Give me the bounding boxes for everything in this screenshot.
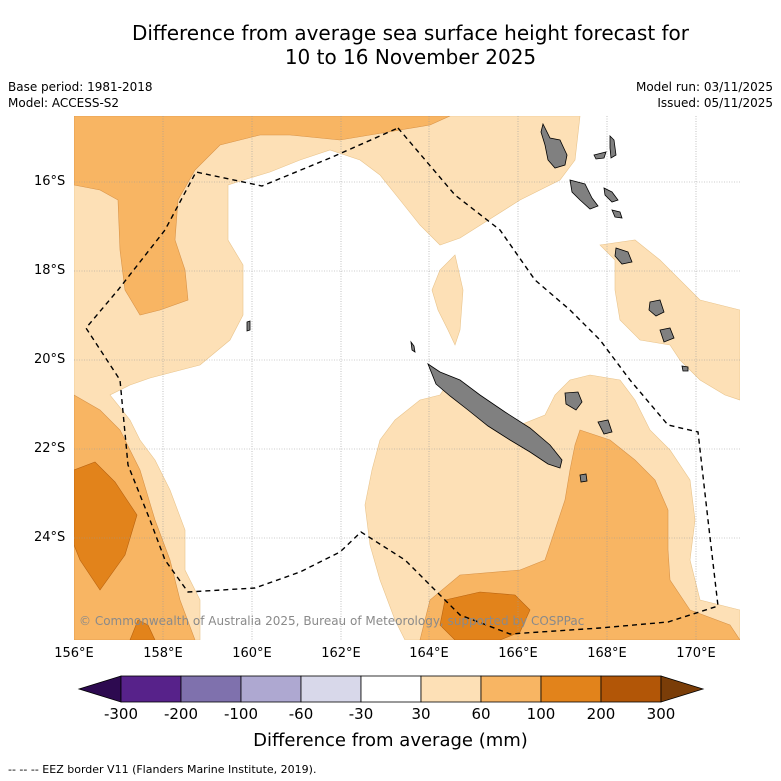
vanuatu-pentecost <box>603 187 619 203</box>
colorbar-tick: -60 <box>288 705 314 723</box>
lon-label-160e: 160°E <box>232 646 272 661</box>
base-period: Base period: 1981-2018 <box>8 80 153 94</box>
lon-label-162e: 162°E <box>321 646 361 661</box>
small-island <box>246 320 251 332</box>
map-area <box>74 116 740 640</box>
lon-label-156e: 156°E <box>54 646 94 661</box>
colorbar-tick: -200 <box>163 705 199 723</box>
eez-border <box>85 127 719 635</box>
colorbar <box>77 675 705 703</box>
vanuatu-aneityum <box>681 365 689 372</box>
lat-label-16s: 16°S <box>34 174 66 189</box>
colorbar-segment-5 <box>360 675 422 703</box>
colorbar-tick: 200 <box>586 705 616 723</box>
lat-label-24s: 24°S <box>34 530 66 545</box>
vanuatu-espiritu-santo <box>540 122 568 169</box>
vanuatu-malekula <box>569 179 599 210</box>
lon-label-158e: 158°E <box>143 646 183 661</box>
colorbar-tick: -30 <box>348 705 374 723</box>
anomaly-band-100-200-corner <box>129 619 156 640</box>
isle-of-pines <box>579 473 588 483</box>
lon-label-168e: 168°E <box>587 646 627 661</box>
colorbar-segment-2 <box>180 675 242 703</box>
model-name: Model: ACCESS-S2 <box>8 96 120 110</box>
map-title-line-1: Difference from average sea surface heig… <box>131 21 690 45</box>
anomaly-band-30-60 <box>74 116 581 640</box>
gridlines <box>74 116 740 640</box>
colorbar-tick: 30 <box>411 705 431 723</box>
model-run-date: Model run: 03/11/2025 <box>635 80 773 94</box>
colorbar-tick: 60 <box>471 705 491 723</box>
loyalty-island-2 <box>597 419 613 435</box>
vanuatu-north-island <box>609 135 617 159</box>
colorbar-extend-low <box>77 675 122 703</box>
colorbar-segment-8 <box>540 675 602 703</box>
lon-label-166e: 166°E <box>498 646 538 661</box>
colorbar-segment-6 <box>420 675 482 703</box>
lat-label-22s: 22°S <box>34 441 66 456</box>
eez-legend-footnote: -- -- -- EEZ border V11 (Flanders Marine… <box>8 763 317 776</box>
colorbar-extend-high <box>660 675 705 703</box>
colorbar-segment-1 <box>120 675 182 703</box>
vanuatu-epi <box>611 209 623 219</box>
colorbar-tick: -300 <box>103 705 139 723</box>
anomaly-band-30-60-center <box>431 254 464 346</box>
colorbar-tick: -100 <box>223 705 259 723</box>
anomaly-band-100-200-west <box>74 461 138 591</box>
anomaly-band-60-100-north <box>74 116 451 316</box>
metadata-left: Base period: 1981-2018 Model: ACCESS-S2 <box>8 79 153 111</box>
lon-label-164e: 164°E <box>409 646 449 661</box>
colorbar-segment-7 <box>480 675 542 703</box>
colorbar-segment-3 <box>240 675 302 703</box>
new-caledonia-island <box>427 362 563 469</box>
lat-label-18s: 18°S <box>34 263 66 278</box>
anomaly-band-100-200-south <box>439 591 531 640</box>
vanuatu-erromango <box>659 327 675 343</box>
land-masses <box>246 122 689 483</box>
issued-date: Issued: 05/11/2025 <box>657 96 773 110</box>
vanuatu-tanna <box>648 299 665 317</box>
vanuatu-efate <box>614 247 633 265</box>
colorbar-tick: 100 <box>526 705 556 723</box>
map-title-line-2: 10 to 16 November 2025 <box>284 45 537 69</box>
metadata-right: Model run: 03/11/2025 Issued: 05/11/2025 <box>636 79 773 111</box>
anomaly-band-60-100-southeast <box>419 429 740 640</box>
colorbar-title: Difference from average (mm) <box>253 730 528 751</box>
colorbar-segment-4 <box>300 675 362 703</box>
lat-label-20s: 20°S <box>34 352 66 367</box>
loyalty-island-1 <box>564 391 583 411</box>
lon-label-170e: 170°E <box>676 646 716 661</box>
colorbar-segment-9 <box>600 675 662 703</box>
belep-island <box>410 340 416 353</box>
colorbar-tick: 300 <box>646 705 676 723</box>
copyright-notice: © Commonwealth of Australia 2025, Bureau… <box>79 614 585 628</box>
vanuatu-ambae <box>593 151 607 160</box>
